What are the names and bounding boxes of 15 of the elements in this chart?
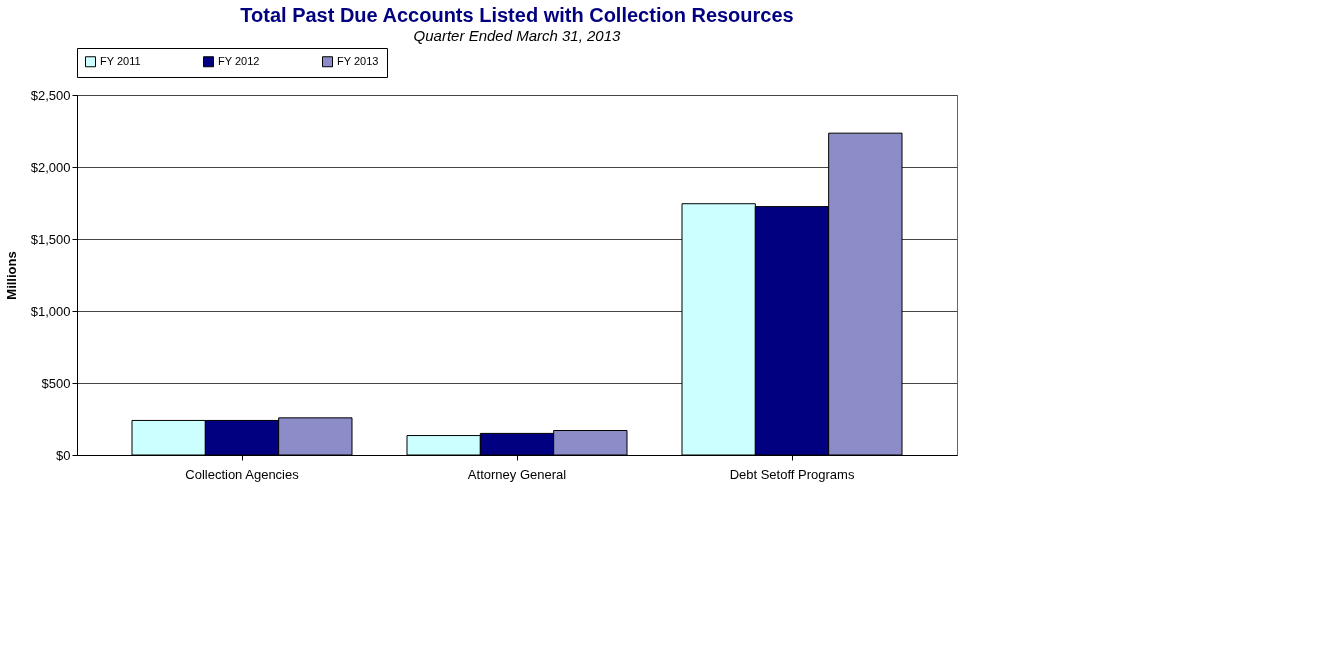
chart-subtitle: Quarter Ended March 31, 2013 <box>413 26 622 44</box>
y-tick-label: $2,000 <box>30 159 71 175</box>
y-tick-label: $2,500 <box>30 87 71 103</box>
legend-label: FY 2011 <box>100 54 141 67</box>
x-tick-label: Attorney General <box>467 466 567 482</box>
y-tick-label: $1,500 <box>30 231 71 247</box>
y-axis-title: Millions <box>3 251 19 300</box>
legend-label: FY 2012 <box>218 54 260 67</box>
y-tick-label: $1,000 <box>30 303 71 319</box>
x-tick-label: Debt Setoff Programs <box>729 466 855 482</box>
y-tick-label: $500 <box>41 375 71 391</box>
chart-title: Total Past Due Accounts Listed with Collection Resources <box>240 3 794 26</box>
x-tick-label: Collection Agencies <box>185 466 300 482</box>
y-tick-label: $0 <box>56 447 71 463</box>
legend-label: FY 2013 <box>337 54 379 67</box>
